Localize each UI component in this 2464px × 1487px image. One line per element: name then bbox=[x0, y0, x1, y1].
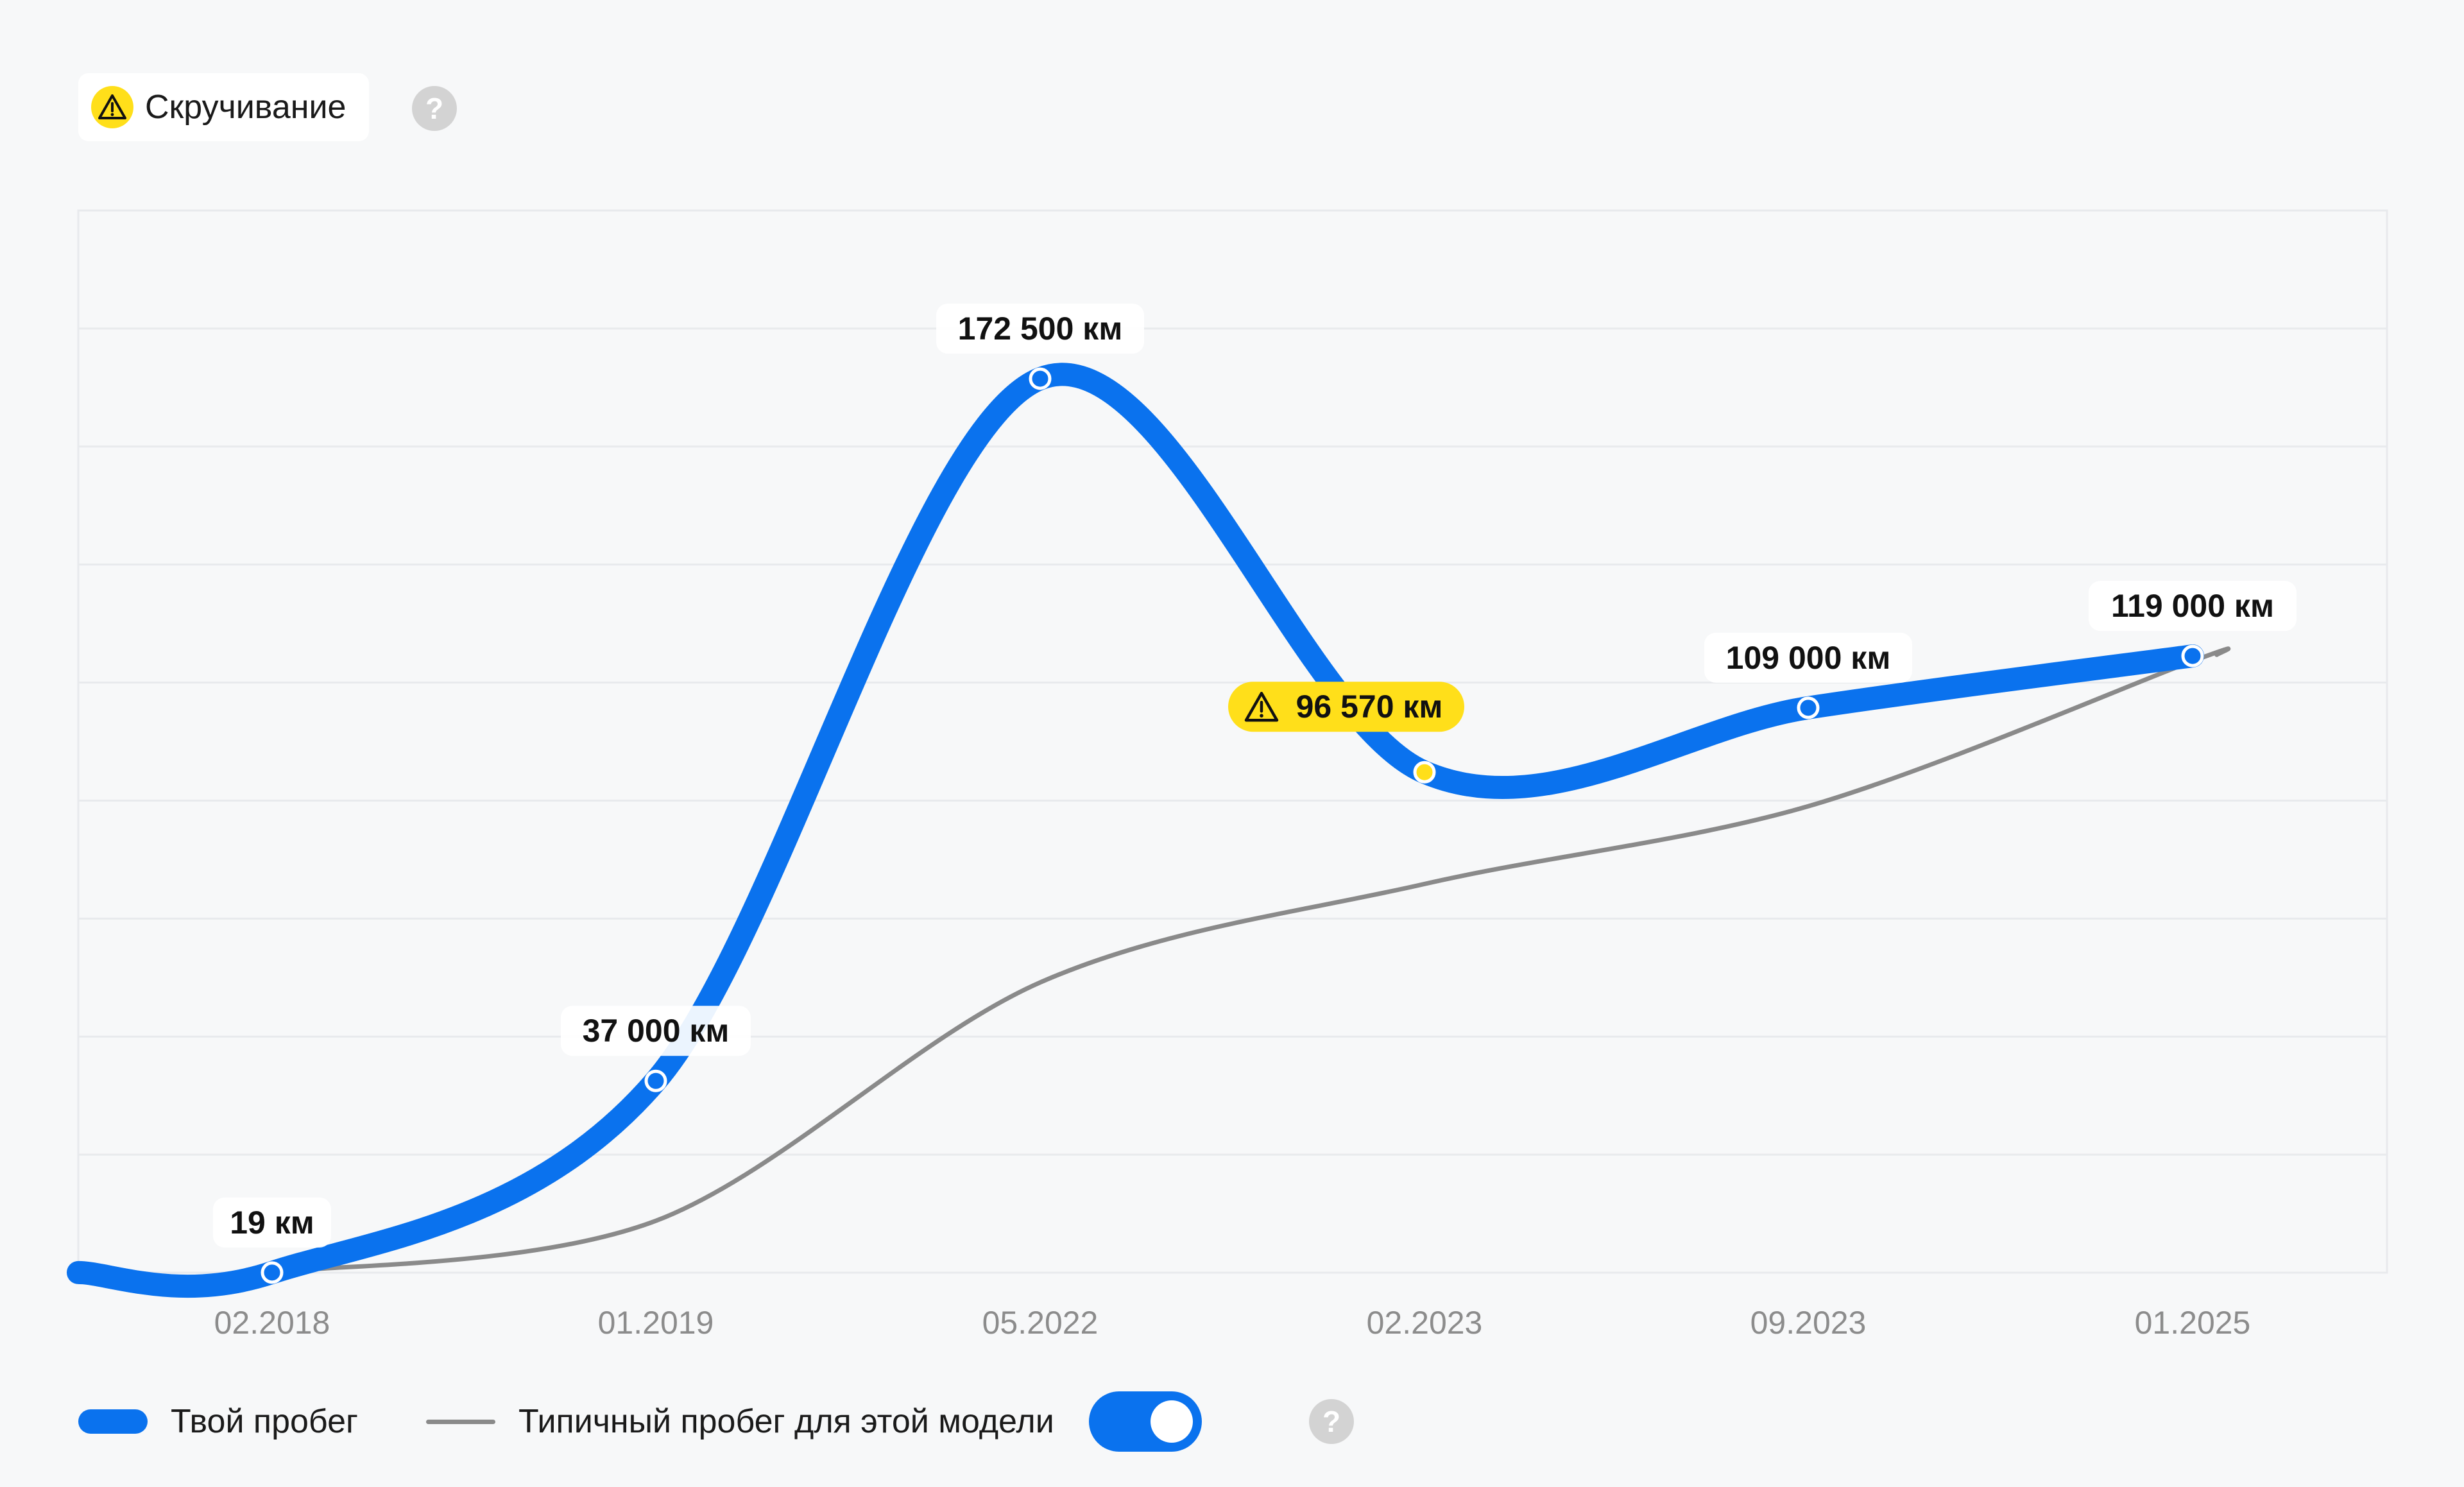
data-point[interactable] bbox=[1797, 696, 1820, 719]
rollback-warning-badge: Скручивание bbox=[78, 73, 370, 141]
help-icon[interactable]: ? bbox=[412, 86, 457, 131]
data-label-bg bbox=[936, 304, 1144, 354]
legend-label-your-mileage: Твой пробег bbox=[171, 1403, 359, 1440]
x-tick-label: 02.2023 bbox=[1367, 1305, 1483, 1341]
warning-icon bbox=[91, 86, 133, 128]
warning-icon bbox=[1244, 691, 1279, 722]
series-line-typical-mileage bbox=[270, 646, 2231, 1275]
data-label: 96 570 км bbox=[1296, 689, 1443, 725]
x-tick-label: 09.2023 bbox=[1750, 1305, 1867, 1341]
x-tick-label: 05.2022 bbox=[982, 1305, 1099, 1341]
plot-area bbox=[77, 209, 2388, 1274]
typical-mileage-toggle[interactable] bbox=[1088, 1391, 1202, 1452]
series-line-your-mileage bbox=[67, 363, 2204, 1298]
x-tick-label: 01.2025 bbox=[2135, 1305, 2251, 1341]
data-label-bg bbox=[1704, 632, 1912, 683]
help-icon[interactable]: ? bbox=[1309, 1399, 1354, 1444]
x-tick-label: 01.2019 bbox=[598, 1305, 714, 1341]
data-label: 109 000 км bbox=[1726, 640, 1891, 676]
legend-swatch-your-mileage bbox=[78, 1409, 148, 1434]
data-point[interactable] bbox=[2181, 644, 2204, 667]
legend-swatch-typical-mileage bbox=[426, 1419, 496, 1424]
badge-label: Скручивание bbox=[145, 89, 346, 126]
data-point[interactable] bbox=[261, 1261, 284, 1284]
x-tick-label: 02.2018 bbox=[214, 1305, 330, 1341]
data-label-bg bbox=[2089, 581, 2297, 632]
data-label-bg bbox=[561, 1006, 751, 1056]
data-label-bg bbox=[213, 1197, 331, 1248]
data-label: 119 000 км bbox=[2111, 588, 2274, 624]
data-label: 172 500 км bbox=[958, 311, 1123, 347]
chart-legend: Твой пробег Типичный пробег для этой мод… bbox=[78, 1391, 1202, 1452]
data-point[interactable] bbox=[1413, 761, 1436, 784]
data-label: 19 км bbox=[230, 1205, 314, 1241]
warning-data-label-bg bbox=[1228, 682, 1464, 732]
toggle-knob bbox=[1150, 1400, 1193, 1443]
legend-label-typical-mileage: Типичный пробег для этой модели bbox=[518, 1403, 1054, 1440]
data-label: 37 000 км bbox=[583, 1013, 730, 1049]
data-point[interactable] bbox=[644, 1069, 667, 1092]
data-point[interactable] bbox=[1029, 367, 1052, 390]
